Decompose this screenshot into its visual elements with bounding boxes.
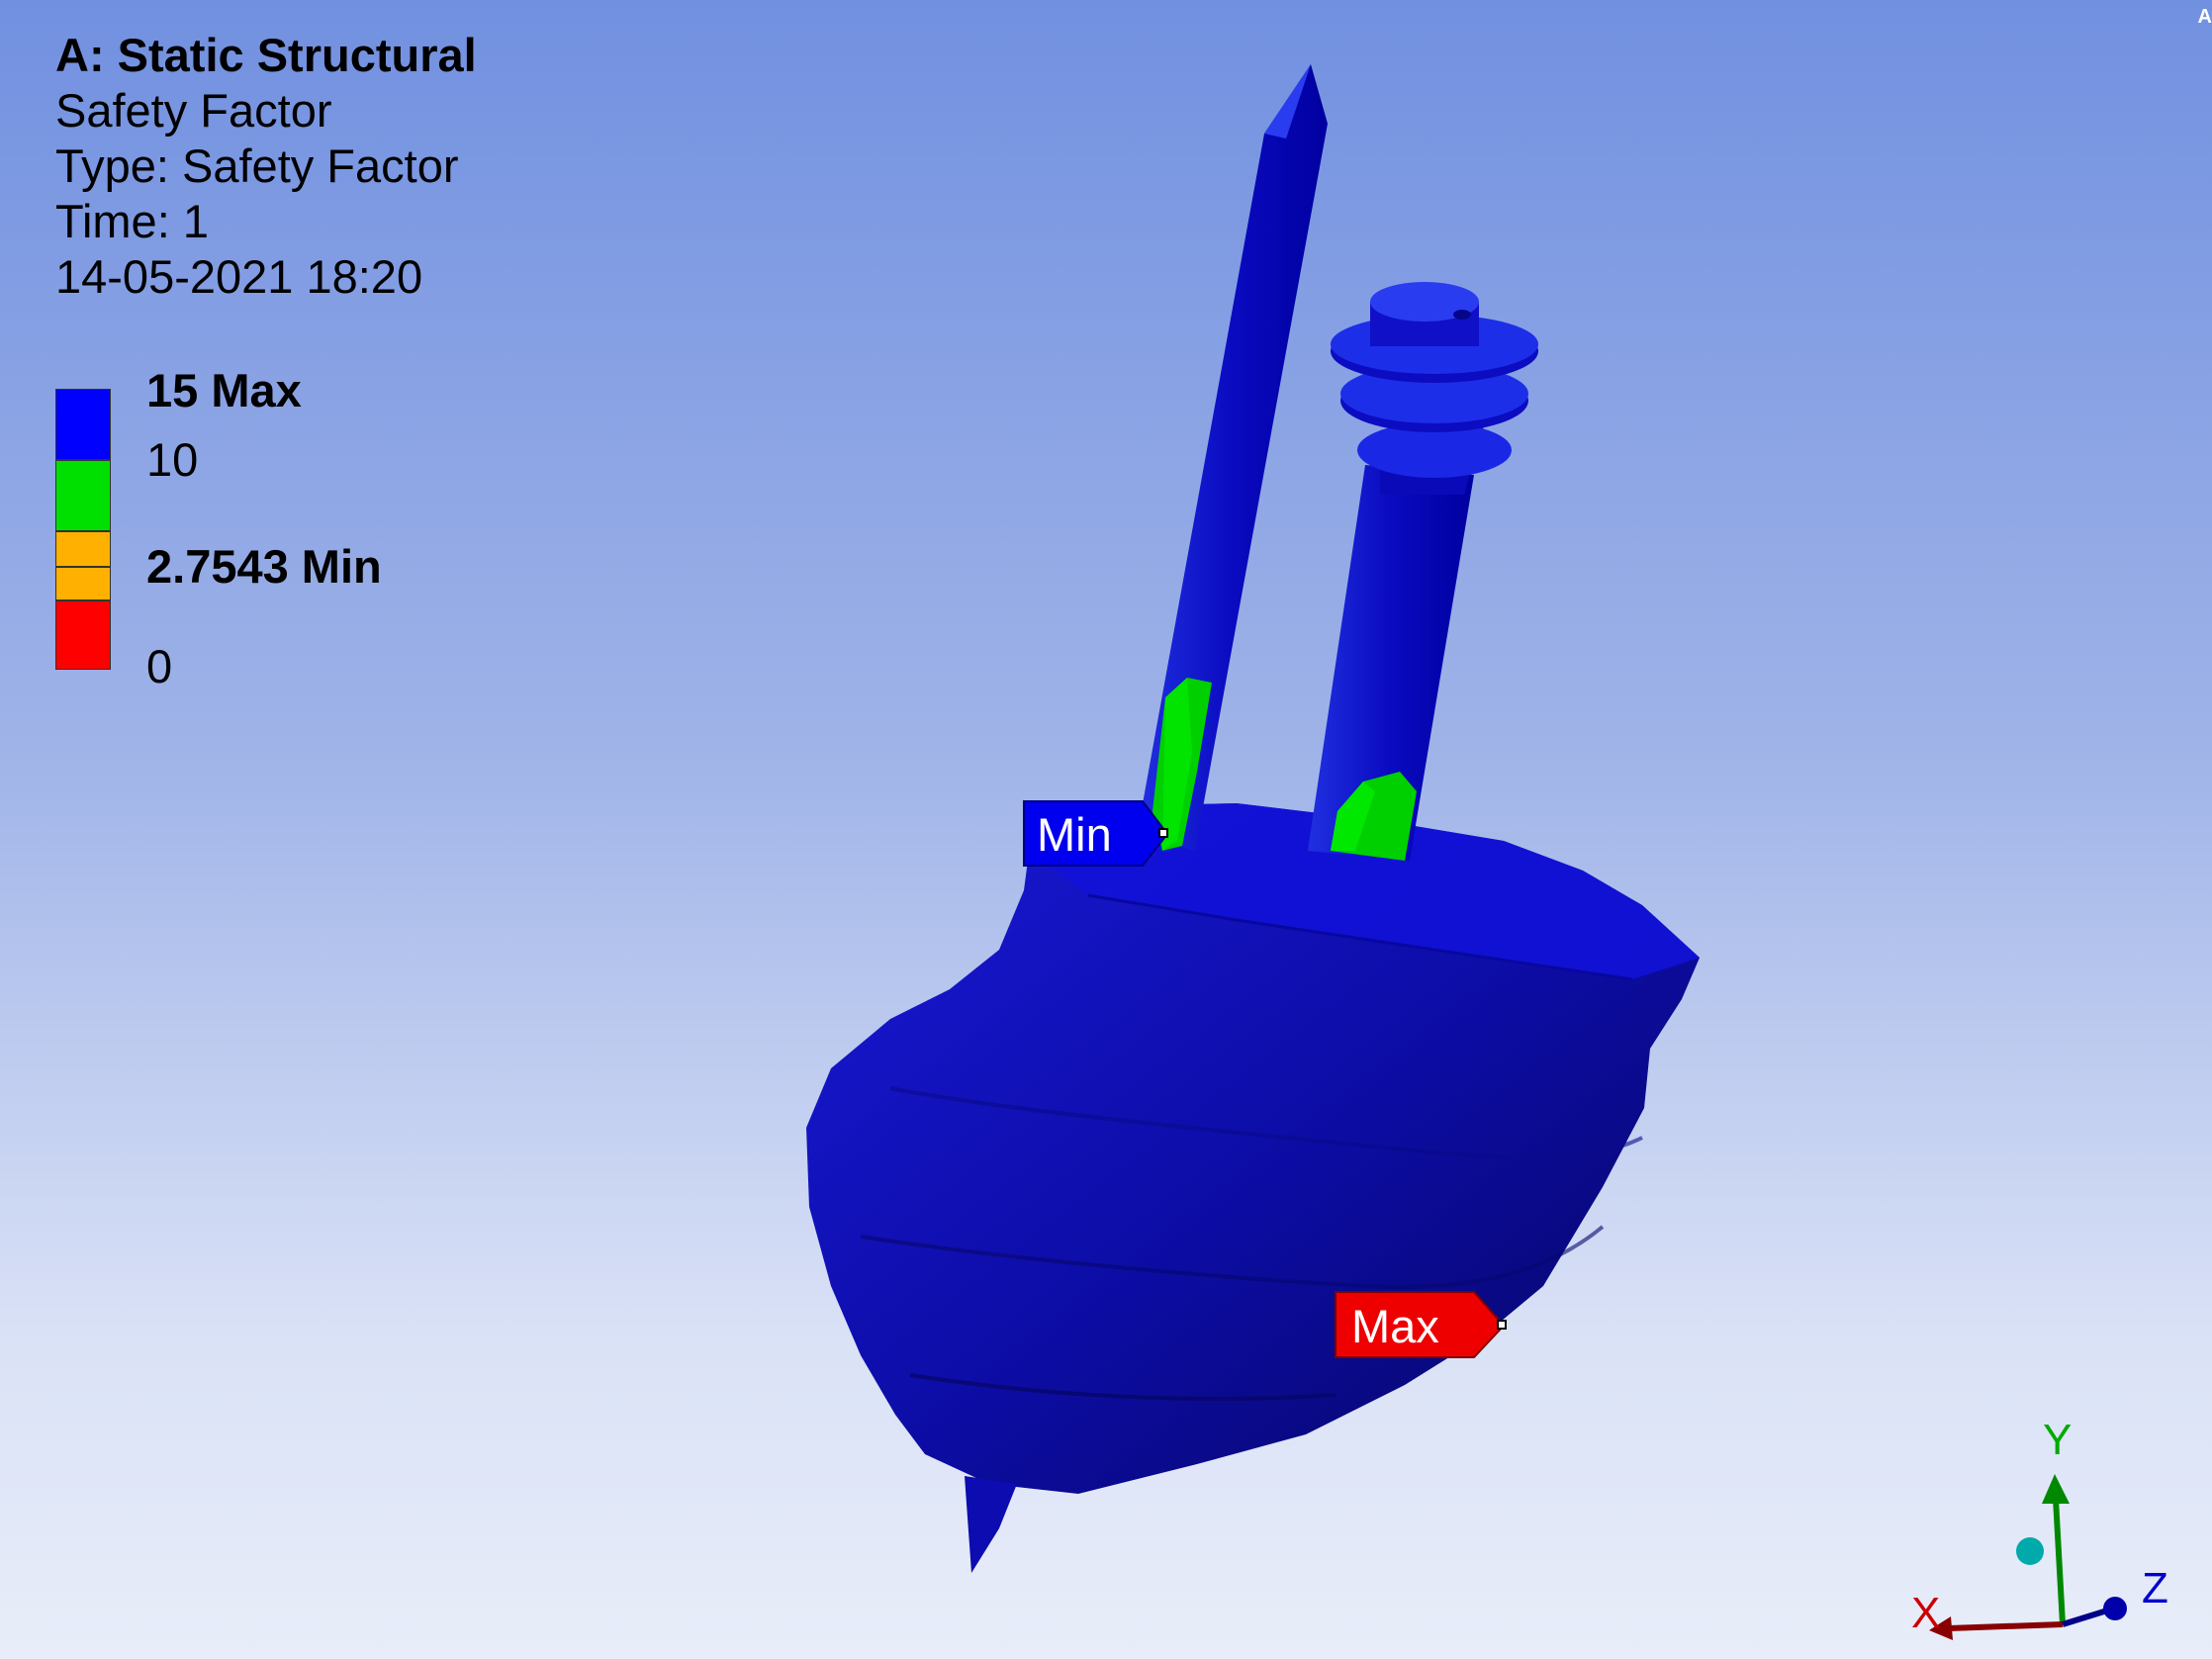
result-timestamp: 14-05-2021 18:20 xyxy=(55,250,423,303)
coordinate-triad[interactable]: Y X Z xyxy=(1911,1416,2168,1640)
result-name: Safety Factor xyxy=(55,84,332,137)
contour-legend[interactable]: 15 Max 10 2.7543 Min 0 xyxy=(55,364,570,692)
min-probe-label: Min xyxy=(1037,808,1112,861)
result-info: A: Static Structural Safety Factor Type:… xyxy=(55,28,477,305)
legend-zero-label: 0 xyxy=(146,640,173,692)
legend-band-orange-2 xyxy=(55,567,111,600)
max-probe[interactable]: Max xyxy=(1335,1291,1507,1358)
result-time: Time: 1 xyxy=(55,195,209,247)
legend-10-label: 10 xyxy=(146,433,199,486)
analysis-title: A: Static Structural xyxy=(55,29,477,81)
legend-band-green xyxy=(55,460,111,531)
legend-band-blue xyxy=(55,389,111,460)
long-pin xyxy=(1138,64,1328,851)
axis-y-label: Y xyxy=(2043,1416,2072,1464)
axis-z-label: Z xyxy=(2142,1564,2168,1613)
min-probe[interactable]: Min xyxy=(1023,800,1169,867)
max-probe-label: Max xyxy=(1351,1300,1439,1352)
legend-band-red xyxy=(55,600,111,670)
result-type: Type: Safety Factor xyxy=(55,139,459,192)
legend-band-orange-1 xyxy=(55,531,111,567)
bone-body xyxy=(806,803,1700,1573)
axis-x-label: X xyxy=(1911,1589,1940,1637)
legend-min-label: 2.7543 Min xyxy=(146,540,382,593)
corner-text: A xyxy=(2197,6,2212,28)
legend-max-label: 15 Max xyxy=(146,364,302,416)
screw xyxy=(1308,282,1538,861)
